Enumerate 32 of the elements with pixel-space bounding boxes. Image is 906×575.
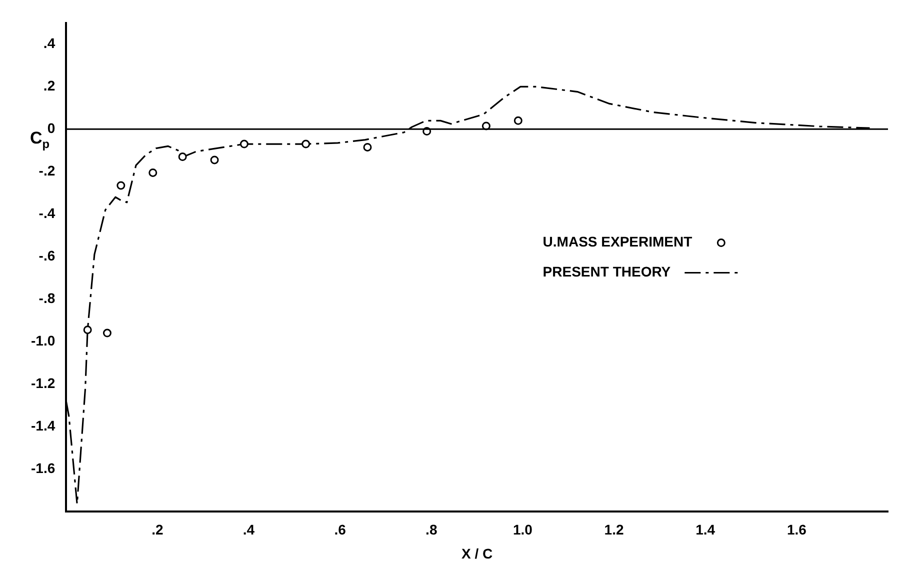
- y-tick-label: -.2: [38, 162, 56, 179]
- y-tick-label: .4: [43, 35, 56, 52]
- y-tick-label: .2: [43, 78, 56, 94]
- x-tick-label: .8: [426, 522, 438, 538]
- x-tick-label: .4: [242, 522, 255, 538]
- y-tick-label: -1.6: [31, 460, 56, 476]
- x-tick-label: .2: [152, 522, 164, 538]
- x-tick-label: 1.0: [512, 522, 533, 538]
- x-tick-label: 1.2: [604, 522, 624, 538]
- point: [514, 116, 522, 125]
- x-tick-label: .6: [334, 522, 346, 538]
- point: [148, 168, 158, 177]
- y-tick-label: -1.2: [31, 374, 56, 391]
- point: [116, 181, 126, 190]
- y-tick-label: -1.0: [31, 332, 56, 348]
- point: [102, 328, 112, 338]
- y-tick-label: 0: [47, 120, 56, 136]
- y-tick-label: -.8: [38, 290, 56, 306]
- legend-label: U.MASS EXPERIMENT: [542, 234, 693, 250]
- point: [178, 152, 187, 162]
- point: [240, 140, 248, 148]
- legend-label: PRESENT THEORY: [542, 264, 672, 280]
- y-tick-label: -1.4: [31, 417, 56, 434]
- point: [302, 140, 310, 148]
- y-tick-label: -.4: [38, 204, 56, 221]
- x-tick-label: 1.4: [696, 522, 716, 538]
- point: [210, 156, 219, 164]
- x-axis-title: X / C: [462, 545, 493, 562]
- y-tick-label: -.6: [38, 247, 56, 264]
- point: [83, 326, 92, 334]
- x-tick-label: 1.6: [786, 522, 807, 538]
- point: [363, 142, 372, 152]
